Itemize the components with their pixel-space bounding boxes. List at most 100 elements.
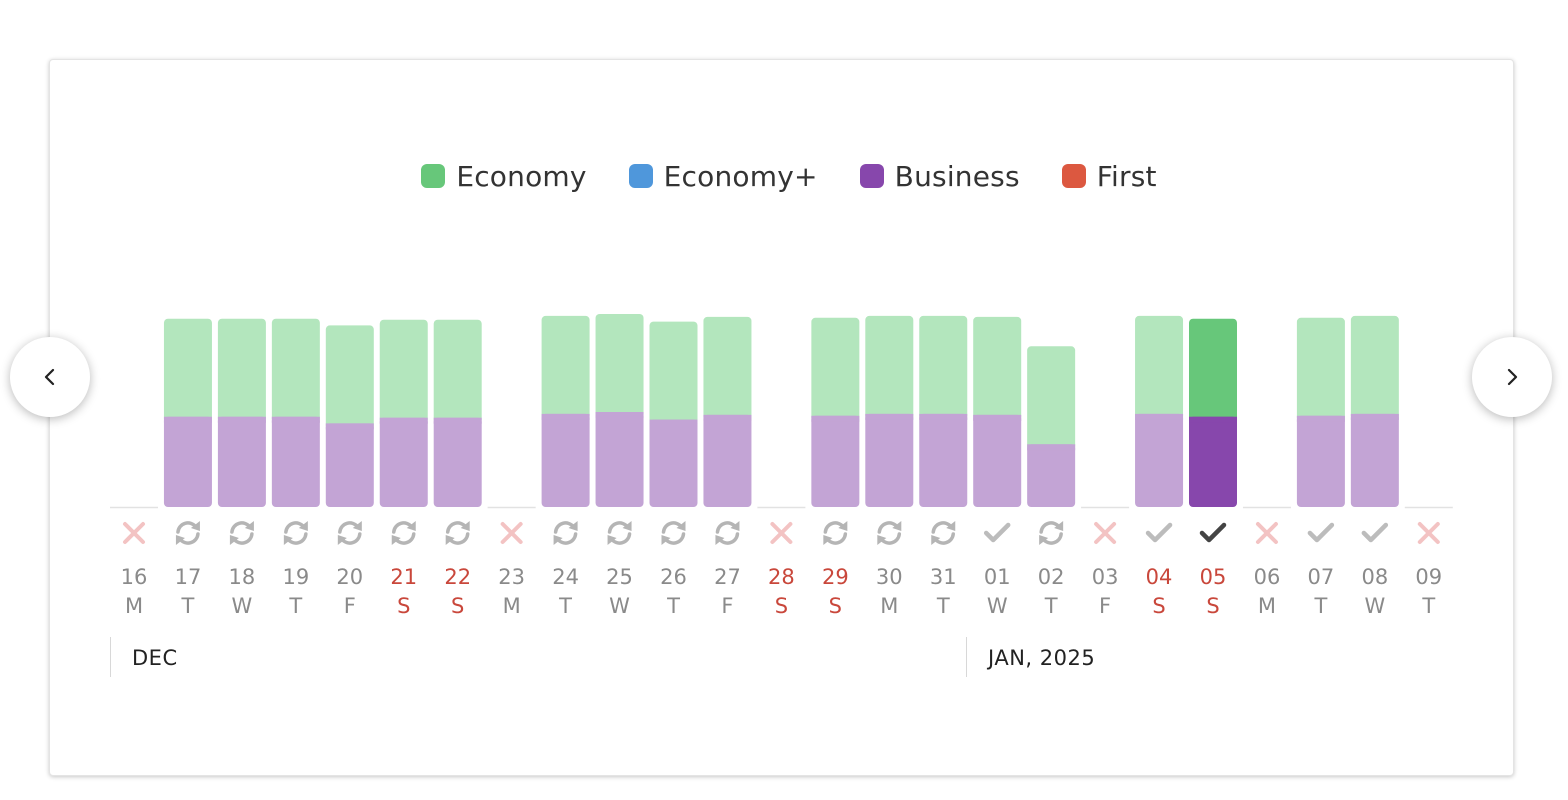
day-column[interactable]: 07 T: [1296, 317, 1345, 618]
day-column: 09 T: [1404, 506, 1453, 618]
day-number: 06: [1254, 565, 1281, 589]
bar-business: [1027, 444, 1076, 507]
refresh-icon: [175, 521, 200, 545]
bar-business: [703, 414, 752, 507]
day-number: 07: [1308, 565, 1335, 589]
day-column[interactable]: 08 W: [1350, 315, 1399, 618]
bar-business-joint: [217, 416, 266, 423]
bar-business: [1350, 413, 1399, 507]
refresh-icon: [661, 521, 686, 545]
check-icon: [1199, 522, 1227, 543]
day-column[interactable]: 30 M: [865, 315, 914, 618]
bar-business-joint: [865, 413, 914, 420]
day-number: 05: [1200, 565, 1227, 589]
day-column: 06 M: [1242, 506, 1291, 618]
day-column[interactable]: 19 T: [271, 318, 320, 618]
day-column[interactable]: 05 S: [1189, 318, 1237, 618]
day-of-week: S: [397, 594, 410, 618]
day-number: 27: [714, 565, 741, 589]
day-column[interactable]: 27 F: [703, 316, 752, 618]
bar-economy: [595, 314, 644, 418]
day-column[interactable]: 04 S: [1135, 315, 1184, 618]
bar-business: [325, 423, 374, 507]
day-column: 16 M: [110, 506, 158, 618]
day-number: 02: [1038, 565, 1065, 589]
bar-business-joint: [541, 413, 590, 420]
day-of-week: F: [1099, 594, 1111, 618]
bar-economy: [1189, 318, 1237, 423]
day-column[interactable]: 20 F: [325, 325, 374, 618]
bar-business: [1189, 416, 1237, 507]
day-column[interactable]: 31 T: [919, 315, 968, 618]
bar-business-joint: [163, 416, 212, 423]
day-of-week: S: [829, 594, 842, 618]
check-icon: [1361, 522, 1389, 543]
chevron-left-icon: [44, 368, 55, 386]
refresh-icon: [445, 521, 470, 545]
day-number: 09: [1415, 565, 1442, 589]
legend-item-business: Business: [859, 160, 1020, 193]
day-column[interactable]: 21 S: [379, 319, 428, 618]
legend-swatch-economy-plus: [628, 164, 653, 188]
refresh-icon: [391, 521, 416, 545]
refresh-icon: [877, 521, 902, 545]
bar-economy: [163, 318, 212, 423]
day-of-week: T: [666, 594, 680, 618]
day-of-week: T: [558, 594, 572, 618]
bar-business: [541, 413, 590, 507]
bar-business: [271, 416, 320, 507]
bar-economy: [325, 325, 374, 430]
next-button[interactable]: [1472, 337, 1552, 417]
day-of-week: W: [232, 594, 253, 618]
x-icon: [123, 522, 145, 544]
day-column[interactable]: 25 W: [595, 314, 644, 618]
bar-business: [973, 414, 1022, 507]
day-column[interactable]: 29 S: [811, 317, 860, 618]
x-icon: [1255, 522, 1278, 544]
day-column[interactable]: 17 T: [163, 318, 212, 618]
bar-economy: [811, 317, 860, 422]
prev-button[interactable]: [10, 337, 90, 417]
day-column[interactable]: 22 S: [433, 319, 482, 618]
legend-item-economy-plus: Economy+: [628, 160, 818, 193]
day-column[interactable]: 26 T: [649, 321, 698, 618]
chevron-right-icon: [1507, 368, 1518, 386]
legend-label-first: First: [1096, 159, 1157, 193]
bar-business: [811, 415, 860, 507]
bar-business-joint: [1135, 413, 1184, 420]
day-column[interactable]: 01 W: [973, 316, 1022, 618]
bar-business-joint: [1350, 413, 1399, 420]
day-of-week: M: [880, 594, 898, 618]
legend-swatch-business: [859, 164, 884, 188]
bar-business-joint: [325, 423, 374, 430]
day-column[interactable]: 02 T: [1027, 346, 1076, 618]
day-of-week: S: [451, 594, 464, 618]
day-of-week: T: [288, 594, 302, 618]
bar-business-joint: [379, 417, 428, 424]
day-number: 25: [606, 565, 633, 589]
legend-item-economy: Economy: [421, 160, 586, 193]
day-column[interactable]: 24 T: [541, 315, 590, 618]
day-of-week: T: [181, 594, 195, 618]
bar-business-joint: [595, 412, 644, 418]
day-of-week: T: [1421, 594, 1435, 618]
day-column[interactable]: 18 W: [217, 318, 266, 618]
day-of-week: T: [936, 594, 950, 618]
refresh-icon: [229, 521, 254, 545]
check-icon: [1145, 522, 1173, 543]
day-of-week: W: [1364, 594, 1385, 618]
month-label-jan: JAN, 2025: [988, 646, 1096, 670]
day-number: 17: [175, 565, 202, 589]
bar-economy: [649, 321, 698, 426]
day-number: 19: [282, 565, 309, 589]
bar-business-joint: [1027, 444, 1076, 451]
refresh-icon: [607, 521, 632, 545]
day-of-week: S: [775, 594, 788, 618]
day-column: 23 M: [487, 506, 536, 618]
day-number: 31: [930, 565, 957, 589]
bar-economy: [973, 316, 1022, 421]
bar-business: [379, 417, 428, 507]
day-of-week: W: [609, 594, 630, 618]
bar-economy: [1027, 346, 1076, 451]
